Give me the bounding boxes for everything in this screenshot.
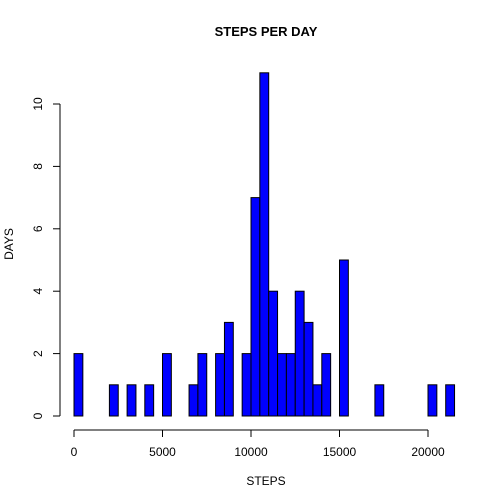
bars-group bbox=[73, 72, 456, 417]
histogram-bar bbox=[223, 321, 234, 417]
y-tick-label: 8 bbox=[31, 163, 45, 170]
x-tick-label: 20000 bbox=[411, 445, 445, 459]
y-axis-label: DAYS bbox=[2, 228, 16, 260]
histogram-bar bbox=[321, 353, 332, 417]
histogram-bar bbox=[294, 290, 305, 417]
histogram-bar bbox=[259, 72, 270, 417]
histogram-bar bbox=[374, 384, 385, 417]
x-axis: 0 5000 10000 15000 20000 bbox=[71, 429, 445, 459]
histogram-bar bbox=[285, 353, 296, 417]
chart-title: STEPS PER DAY bbox=[215, 24, 318, 39]
y-tick-label: 10 bbox=[31, 97, 45, 111]
histogram-bar bbox=[144, 384, 155, 417]
histogram-bar bbox=[162, 353, 172, 417]
y-tick-label: 6 bbox=[31, 225, 45, 232]
y-tick-label: 4 bbox=[31, 288, 45, 295]
histogram-bar bbox=[73, 353, 84, 417]
histogram-bar bbox=[250, 197, 261, 417]
histogram-bar bbox=[312, 384, 323, 417]
histogram-bar bbox=[188, 384, 199, 417]
x-axis-label: STEPS bbox=[246, 474, 285, 488]
histogram-bar bbox=[268, 290, 279, 417]
histogram-bar bbox=[277, 353, 287, 417]
y-axis: 0 2 4 6 8 10 bbox=[31, 97, 61, 419]
histogram-bar bbox=[339, 259, 349, 417]
histogram-bar bbox=[241, 353, 252, 417]
histogram-bar bbox=[108, 384, 119, 417]
y-tick-label: 2 bbox=[31, 350, 45, 357]
x-tick-label: 0 bbox=[71, 445, 78, 459]
x-tick-label: 5000 bbox=[149, 445, 176, 459]
y-tick-label: 0 bbox=[31, 412, 45, 419]
histogram-bar bbox=[303, 321, 314, 417]
histogram-bar bbox=[215, 353, 225, 417]
x-tick-label: 10000 bbox=[234, 445, 268, 459]
histogram-bar bbox=[427, 384, 438, 417]
histogram-bar bbox=[126, 384, 137, 417]
histogram-bar bbox=[445, 384, 456, 417]
histogram-bar bbox=[197, 353, 208, 417]
x-tick-label: 15000 bbox=[323, 445, 357, 459]
